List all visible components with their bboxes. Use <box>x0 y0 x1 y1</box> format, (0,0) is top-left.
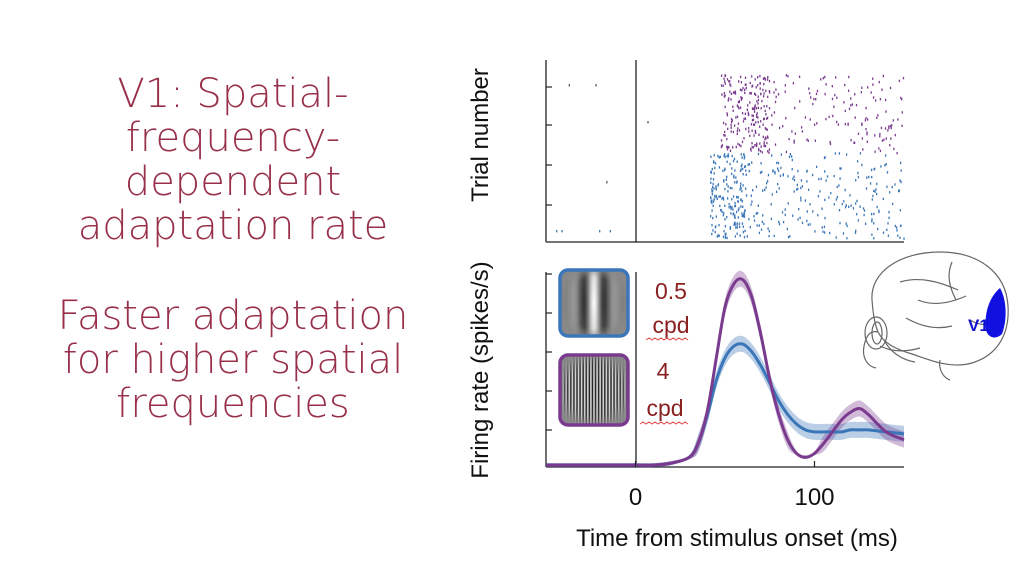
spellcheck-squiggle <box>645 337 689 341</box>
firing-rate-panel: 0 100 Firing rate (spikes/s) Time from st… <box>467 261 905 552</box>
firing-rate-line <box>546 277 905 467</box>
spellcheck-squiggle <box>639 421 689 425</box>
subtitle-line: frequencies <box>116 381 350 427</box>
title-line: dependent <box>124 159 342 205</box>
rate-x-tick-label: 100 <box>794 484 834 511</box>
confidence-band <box>546 335 904 468</box>
spike-raster-panel: Trial number <box>467 60 905 243</box>
slide-title-block: V1: Spatial- frequency- dependent adapta… <box>48 72 418 426</box>
stim-1-unit: cpd <box>652 312 689 338</box>
grating-frame-blue <box>558 268 630 338</box>
subtitle-line: for higher spatial <box>62 337 404 383</box>
stim-1-freq: 0.5 <box>655 278 687 304</box>
stim-2-freq: 4 <box>657 358 670 384</box>
high-frequency-grating-icon <box>558 353 630 427</box>
rate-y-label: Firing rate (spikes/s) <box>467 261 494 478</box>
title-line: V1: Spatial- <box>117 71 349 117</box>
grating-frame-purple <box>558 353 630 427</box>
title-line: frequency- <box>125 115 341 161</box>
raster-y-label: Trial number <box>467 68 494 202</box>
subtitle-line: Faster adaptation <box>57 293 409 339</box>
stim-2-unit: cpd <box>646 395 683 421</box>
rate-x-label: Time from stimulus onset (ms) <box>576 525 898 552</box>
rate-x-tick-label: 0 <box>629 484 642 511</box>
v1-area-highlight <box>985 288 1006 338</box>
title-line: adaptation rate <box>77 203 389 249</box>
monkey-brain-icon <box>862 251 1009 381</box>
v1-label: V1 <box>968 316 989 335</box>
low-frequency-grating-icon <box>558 268 630 338</box>
